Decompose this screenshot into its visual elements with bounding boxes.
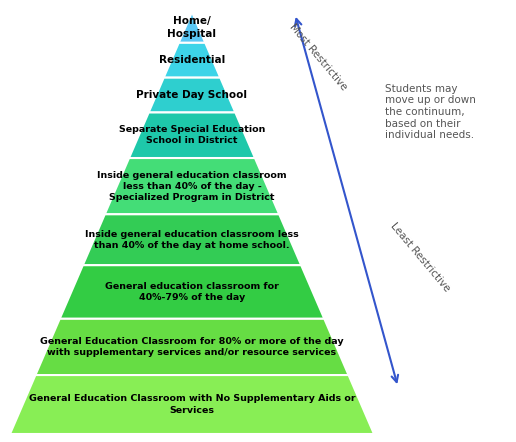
Text: Inside general education classroom less
than 40% of the day at home school.: Inside general education classroom less … <box>85 230 299 250</box>
Polygon shape <box>10 375 374 434</box>
Text: Inside general education classroom
less than 40% of the day -
Specialized Progra: Inside general education classroom less … <box>97 171 287 202</box>
Polygon shape <box>83 214 301 265</box>
Text: Residential: Residential <box>159 55 225 65</box>
Polygon shape <box>149 78 235 112</box>
Polygon shape <box>179 12 205 43</box>
Polygon shape <box>36 319 349 375</box>
Text: Home/
Hospital: Home/ Hospital <box>168 16 217 38</box>
Text: Students may
move up or down
the continuum,
based on their
individual needs.: Students may move up or down the continu… <box>385 84 476 140</box>
Text: General Education Classroom with No Supplementary Aids or
Services: General Education Classroom with No Supp… <box>29 394 356 415</box>
Text: Private Day School: Private Day School <box>137 90 248 100</box>
Polygon shape <box>60 265 325 319</box>
Text: Separate Special Education
School in District: Separate Special Education School in Dis… <box>119 125 265 145</box>
Text: General education classroom for
40%-79% of the day: General education classroom for 40%-79% … <box>105 282 279 302</box>
Text: Least Restrictive: Least Restrictive <box>389 221 452 293</box>
Polygon shape <box>105 158 279 214</box>
Polygon shape <box>164 43 220 78</box>
Text: General Education Classroom for 80% or more of the day
with supplementary servic: General Education Classroom for 80% or m… <box>40 337 344 357</box>
Polygon shape <box>129 112 255 158</box>
Text: Most Restrictive: Most Restrictive <box>287 22 349 92</box>
